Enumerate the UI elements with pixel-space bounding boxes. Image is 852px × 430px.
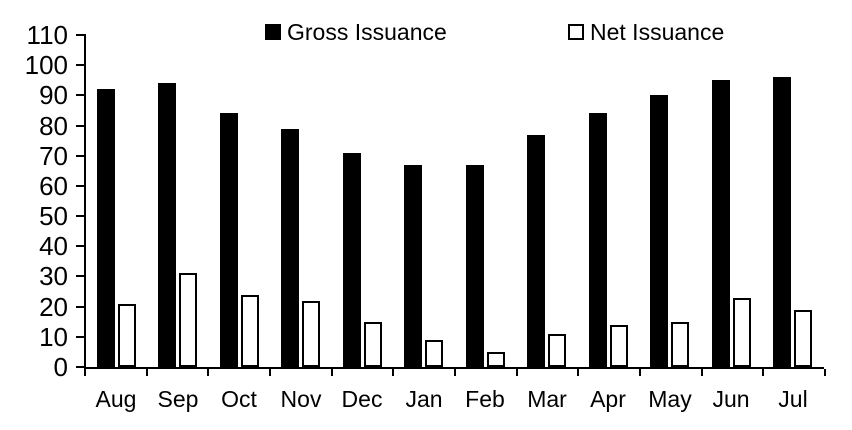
net-issuance-swatch-icon — [568, 24, 584, 40]
x-axis-tick — [701, 369, 703, 376]
x-axis-label: Feb — [465, 386, 505, 412]
bar-gross-jan — [404, 165, 422, 367]
bar-gross-sep — [158, 83, 176, 367]
bar-gross-mar — [527, 135, 545, 367]
bar-net-feb — [487, 352, 505, 367]
x-axis-line — [84, 367, 824, 369]
bar-gross-apr — [589, 113, 607, 367]
bar-gross-may — [650, 95, 668, 367]
y-axis-tick — [76, 34, 85, 36]
x-axis-tick — [207, 369, 209, 376]
y-axis-tick — [76, 245, 85, 247]
x-axis-label: Apr — [590, 386, 626, 412]
y-axis-label: 100 — [24, 50, 68, 80]
x-axis-tick — [762, 369, 764, 376]
y-axis-label: 110 — [26, 20, 68, 50]
x-axis-label: Mar — [527, 386, 567, 412]
bar-gross-feb — [466, 165, 484, 367]
y-axis-label: 50 — [39, 201, 68, 231]
x-axis-tick — [269, 369, 271, 376]
y-axis-label: 20 — [39, 292, 68, 322]
bar-gross-aug — [97, 89, 115, 367]
legend-item-gross-issuance: Gross Issuance — [265, 20, 447, 44]
x-axis-label: Jul — [778, 386, 808, 412]
x-axis-tick — [331, 369, 333, 376]
y-axis-tick — [76, 336, 85, 338]
x-axis-tick — [146, 369, 148, 376]
bar-net-mar — [548, 334, 566, 367]
x-axis-label: May — [648, 386, 692, 412]
x-axis-tick — [84, 369, 86, 376]
y-axis-tick — [76, 185, 85, 187]
bar-net-jun — [733, 298, 751, 367]
x-axis-label: Jun — [712, 386, 750, 412]
bar-net-jul — [794, 310, 812, 367]
bar-gross-oct — [220, 113, 238, 367]
bar-gross-nov — [281, 129, 299, 367]
x-axis-label: Aug — [95, 386, 137, 412]
bar-net-dec — [364, 322, 382, 367]
y-axis-label: 80 — [39, 111, 68, 141]
y-axis-label: 60 — [39, 171, 68, 201]
y-axis-tick — [76, 366, 85, 368]
x-axis-label: Dec — [341, 386, 383, 412]
y-axis-tick — [76, 306, 85, 308]
bar-net-nov — [302, 301, 320, 367]
y-axis-tick — [76, 215, 85, 217]
bar-net-jan — [425, 340, 443, 367]
x-axis-tick — [824, 369, 826, 376]
x-axis-label: Sep — [157, 386, 199, 412]
bar-net-aug — [118, 304, 136, 367]
y-axis-tick — [76, 275, 85, 277]
bar-gross-dec — [343, 153, 361, 367]
y-axis-tick — [76, 64, 85, 66]
y-axis-label: 40 — [39, 231, 68, 261]
y-axis-label: 90 — [39, 80, 68, 110]
y-axis-label: 0 — [53, 352, 68, 382]
bar-net-apr — [610, 325, 628, 367]
y-axis-label: 70 — [39, 141, 68, 171]
y-axis-line — [84, 34, 86, 370]
x-axis-label: Nov — [280, 386, 322, 412]
bar-net-may — [671, 322, 689, 367]
y-axis-tick — [76, 125, 85, 127]
y-axis-tick — [76, 155, 85, 157]
gross-issuance-swatch-icon — [265, 24, 281, 40]
legend-item-net-issuance: Net Issuance — [568, 20, 724, 44]
x-axis-tick — [454, 369, 456, 376]
x-axis-tick — [577, 369, 579, 376]
x-axis-tick — [516, 369, 518, 376]
bar-gross-jul — [773, 77, 791, 367]
x-axis-tick — [639, 369, 641, 376]
y-axis-tick — [76, 94, 85, 96]
legend-label-net-issuance: Net Issuance — [590, 19, 725, 45]
y-axis-label: 10 — [39, 322, 68, 352]
x-axis-label: Jan — [405, 386, 443, 412]
x-axis-label: Oct — [221, 386, 257, 412]
bar-net-sep — [179, 273, 197, 367]
legend-label-gross-issuance: Gross Issuance — [287, 19, 447, 45]
x-axis-tick — [392, 369, 394, 376]
bar-gross-jun — [712, 80, 730, 367]
y-axis-label: 30 — [39, 261, 68, 291]
bar-net-oct — [241, 295, 259, 367]
